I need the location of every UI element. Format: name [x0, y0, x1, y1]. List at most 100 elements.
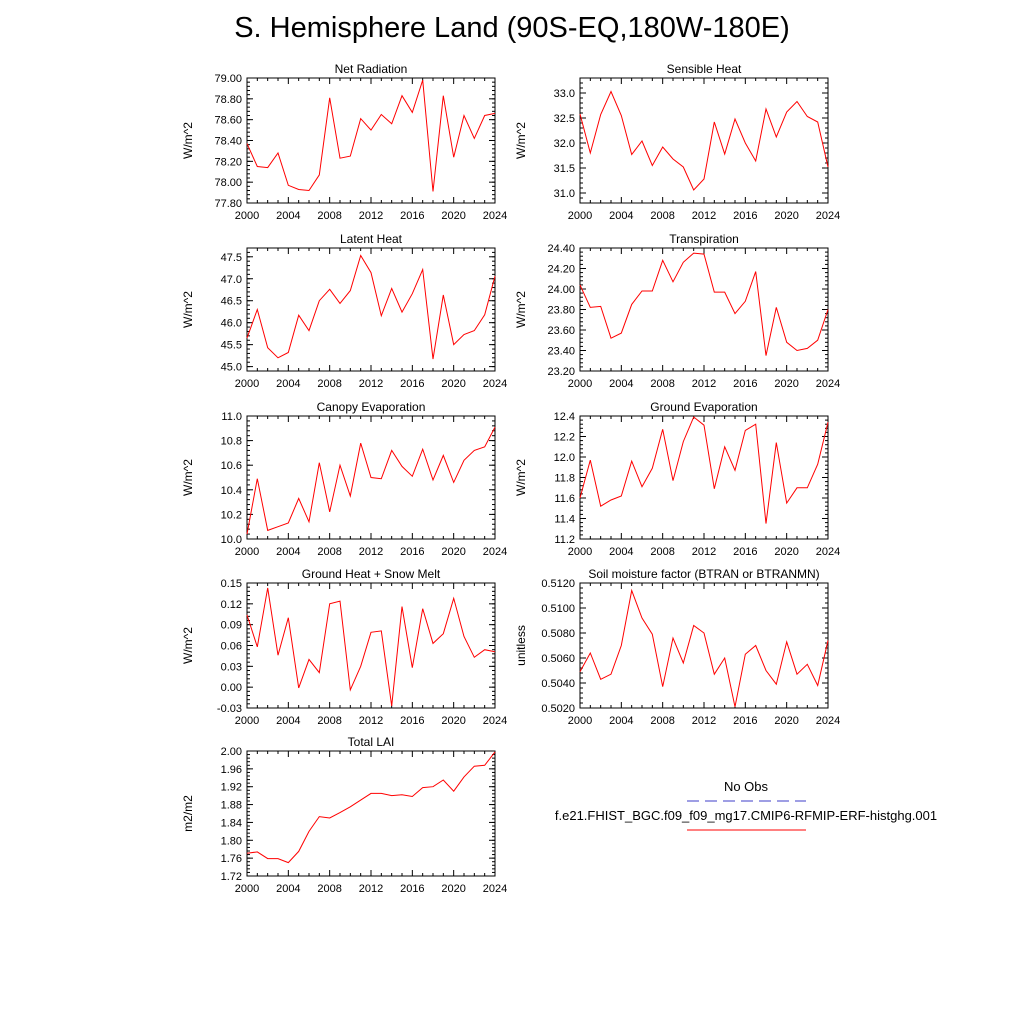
y-tick-label: 78.80 [214, 94, 242, 106]
x-tick-label: 2000 [568, 715, 592, 727]
y-tick-label: 47.0 [221, 274, 242, 286]
y-tick-label: 1.72 [221, 871, 242, 883]
x-tick-label: 2008 [650, 210, 674, 222]
x-tick-label: 2020 [441, 883, 465, 895]
y-axis-label: W/m^2 [181, 627, 195, 664]
x-tick-label: 2004 [276, 210, 300, 222]
x-tick-label: 2000 [568, 546, 592, 558]
y-tick-label: 0.09 [221, 620, 242, 632]
y-tick-label: 2.00 [221, 746, 242, 758]
plot-frame [579, 247, 829, 372]
x-tick-label: 2008 [650, 715, 674, 727]
panel-title: Total LAI [348, 735, 395, 749]
x-tick-label: 2016 [733, 715, 757, 727]
y-tick-label: 46.0 [221, 318, 242, 330]
x-tick-label: 2024 [483, 546, 507, 558]
x-tick-label: 2012 [692, 210, 716, 222]
y-tick-label: 11.6 [554, 493, 575, 505]
y-tick-label: 77.80 [214, 198, 242, 210]
y-tick-label: 11.8 [554, 473, 575, 485]
x-tick-label: 2012 [359, 378, 383, 390]
x-tick-label: 2008 [317, 546, 341, 558]
y-tick-label: 12.0 [554, 452, 575, 464]
y-tick-label: 1.96 [221, 764, 242, 776]
y-axis-label: W/m^2 [181, 459, 195, 496]
x-tick-label: 2000 [568, 378, 592, 390]
series-line-0 [246, 79, 496, 192]
panel-7: Soil moisture factor (BTRAN or BTRANMN) u… [514, 567, 840, 727]
y-tick-label: -0.03 [217, 703, 242, 715]
x-tick-label: 2016 [733, 546, 757, 558]
y-tick-label: 11.0 [221, 411, 242, 423]
page-title: S. Hemisphere Land (90S-EQ,180W-180E) [234, 12, 790, 44]
legend-model-label: f.e21.FHIST_BGC.f09_f09_mg17.CMIP6-RFMIP… [555, 808, 937, 823]
y-tick-label: 31.0 [554, 188, 575, 200]
panel-2: Latent Heat W/m^2 2000 2004 2008 2012 2016 2020… [181, 232, 507, 390]
x-tick-label: 2024 [816, 546, 840, 558]
y-tick-label: 10.0 [221, 534, 242, 546]
y-tick-label: 32.5 [554, 113, 575, 125]
x-tick-label: 2008 [317, 378, 341, 390]
y-tick-label: 12.2 [554, 432, 575, 444]
x-tick-label: 2020 [441, 715, 465, 727]
y-tick-label: 24.40 [547, 243, 575, 255]
y-tick-label: 0.5040 [541, 678, 575, 690]
x-tick-label: 2024 [483, 883, 507, 895]
y-tick-label: 10.2 [221, 509, 242, 521]
y-tick-label: 45.0 [221, 362, 242, 374]
x-tick-label: 2004 [276, 715, 300, 727]
y-axis-label: unitless [514, 625, 528, 666]
panel-title: Transpiration [669, 232, 739, 246]
y-tick-label: 33.0 [554, 88, 575, 100]
series-line-0 [246, 254, 496, 360]
x-tick-label: 2012 [692, 378, 716, 390]
x-tick-label: 2000 [235, 883, 259, 895]
x-tick-label: 2000 [235, 715, 259, 727]
panel-title: Sensible Heat [667, 62, 742, 76]
panel-8: Total LAI m2/m2 2000 2004 2008 2012 2016 2020 20… [181, 735, 507, 895]
y-tick-label: 78.60 [214, 115, 242, 127]
x-tick-label: 2012 [692, 715, 716, 727]
x-tick-label: 2012 [359, 546, 383, 558]
series-line-0 [246, 426, 496, 535]
series-line-0 [579, 252, 829, 356]
x-tick-label: 2012 [359, 715, 383, 727]
panel-title: Net Radiation [335, 62, 408, 76]
y-tick-label: 0.5100 [541, 603, 575, 615]
y-tick-label: 78.20 [214, 156, 242, 168]
y-tick-label: 0.00 [221, 682, 242, 694]
x-tick-label: 2012 [359, 883, 383, 895]
x-tick-label: 2020 [774, 546, 798, 558]
y-axis-label: W/m^2 [181, 291, 195, 328]
legend-obs-label: No Obs [724, 779, 769, 794]
y-tick-label: 31.5 [554, 163, 575, 175]
plot-frame [579, 77, 829, 204]
series-line-0 [246, 587, 496, 706]
x-tick-label: 2024 [483, 378, 507, 390]
y-tick-label: 11.2 [554, 534, 575, 546]
x-tick-label: 2004 [609, 546, 633, 558]
x-tick-label: 2024 [483, 715, 507, 727]
x-tick-label: 2020 [441, 546, 465, 558]
x-tick-label: 2000 [568, 210, 592, 222]
x-tick-label: 2000 [235, 210, 259, 222]
panel-title: Ground Heat + Snow Melt [302, 567, 441, 581]
x-tick-label: 2020 [774, 715, 798, 727]
y-tick-label: 23.20 [547, 366, 575, 378]
y-tick-label: 78.00 [214, 177, 242, 189]
x-tick-label: 2000 [235, 378, 259, 390]
y-tick-label: 46.5 [221, 296, 242, 308]
x-tick-label: 2016 [733, 378, 757, 390]
x-tick-label: 2024 [483, 210, 507, 222]
x-tick-label: 2008 [650, 378, 674, 390]
x-tick-label: 2024 [816, 378, 840, 390]
x-tick-label: 2004 [276, 378, 300, 390]
panel-title: Soil moisture factor (BTRAN or BTRANMN) [588, 567, 819, 581]
x-tick-label: 2024 [816, 210, 840, 222]
y-tick-label: 1.88 [221, 800, 242, 812]
y-tick-label: 45.5 [221, 340, 242, 352]
series-line-0 [246, 751, 496, 864]
y-tick-label: 23.60 [547, 325, 575, 337]
panel-3: Transpiration W/m^2 2000 2004 2008 2012 2016 20… [514, 232, 840, 390]
